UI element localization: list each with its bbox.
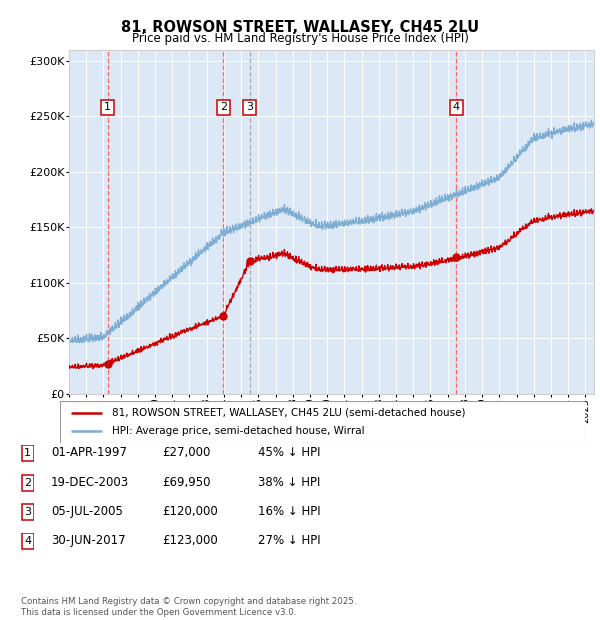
Text: 01-APR-1997: 01-APR-1997 <box>51 446 127 459</box>
Text: £120,000: £120,000 <box>162 505 218 518</box>
Text: 3: 3 <box>246 102 253 112</box>
Text: 81, ROWSON STREET, WALLASEY, CH45 2LU: 81, ROWSON STREET, WALLASEY, CH45 2LU <box>121 20 479 35</box>
Text: 30-JUN-2017: 30-JUN-2017 <box>51 534 125 547</box>
Text: £69,950: £69,950 <box>162 476 211 489</box>
Text: 19-DEC-2003: 19-DEC-2003 <box>51 476 129 489</box>
Text: 38% ↓ HPI: 38% ↓ HPI <box>258 476 320 489</box>
Text: £123,000: £123,000 <box>162 534 218 547</box>
Text: 2: 2 <box>220 102 227 112</box>
Text: 81, ROWSON STREET, WALLASEY, CH45 2LU (semi-detached house): 81, ROWSON STREET, WALLASEY, CH45 2LU (s… <box>113 408 466 418</box>
Text: 3: 3 <box>24 507 31 517</box>
Text: 05-JUL-2005: 05-JUL-2005 <box>51 505 123 518</box>
Text: 1: 1 <box>24 448 31 458</box>
Text: 16% ↓ HPI: 16% ↓ HPI <box>258 505 320 518</box>
Text: Price paid vs. HM Land Registry's House Price Index (HPI): Price paid vs. HM Land Registry's House … <box>131 32 469 45</box>
Text: 1: 1 <box>104 102 111 112</box>
Text: 4: 4 <box>24 536 31 546</box>
Text: 2: 2 <box>24 478 31 488</box>
Text: 45% ↓ HPI: 45% ↓ HPI <box>258 446 320 459</box>
Text: Contains HM Land Registry data © Crown copyright and database right 2025.
This d: Contains HM Land Registry data © Crown c… <box>21 598 356 617</box>
Text: £27,000: £27,000 <box>162 446 211 459</box>
Text: HPI: Average price, semi-detached house, Wirral: HPI: Average price, semi-detached house,… <box>113 427 365 436</box>
Text: 27% ↓ HPI: 27% ↓ HPI <box>258 534 320 547</box>
Text: 4: 4 <box>453 102 460 112</box>
